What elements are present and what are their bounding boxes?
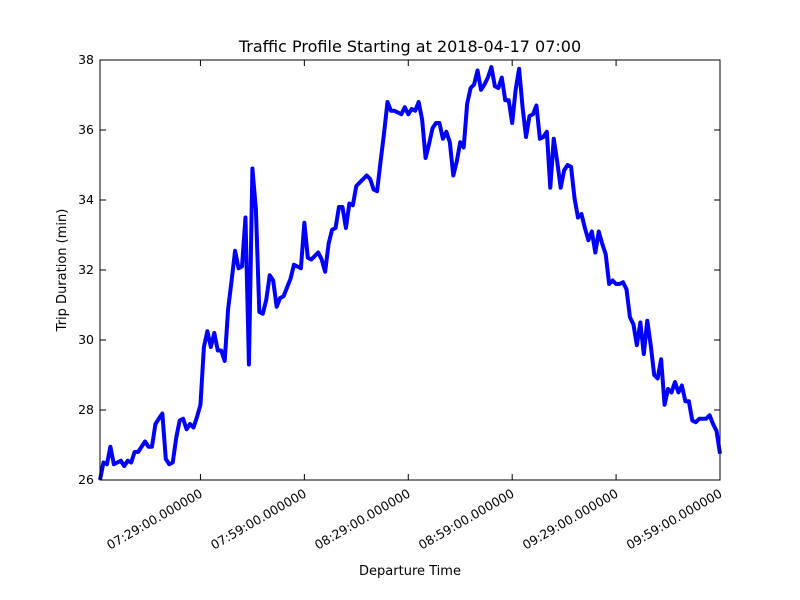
x-tick-label: 09:29:00.000000 xyxy=(520,486,621,553)
y-tick-label: 36 xyxy=(78,122,94,137)
x-tick-label: 08:59:00.000000 xyxy=(416,486,517,553)
plot-frame xyxy=(99,59,721,481)
x-tick-label: 07:59:00.000000 xyxy=(208,486,309,553)
x-tick-label: 08:29:00.000000 xyxy=(312,486,413,553)
x-tick-label: 07:29:00.000000 xyxy=(104,486,205,553)
y-tick-label: 32 xyxy=(78,262,94,277)
y-tick-label: 28 xyxy=(78,402,94,417)
y-axis-label: Trip Duration (min) xyxy=(55,209,70,333)
y-tick-label: 26 xyxy=(78,472,94,487)
x-axis-label: Departure Time xyxy=(359,564,461,579)
y-tick-label: 34 xyxy=(78,192,94,207)
y-tick-label: 38 xyxy=(78,52,94,67)
series-line-trip-duration xyxy=(98,65,722,481)
x-tick-label: 09:59:00.000000 xyxy=(624,486,725,553)
y-tick-label: 30 xyxy=(78,332,94,347)
chart-title: Traffic Profile Starting at 2018-04-17 0… xyxy=(238,37,581,56)
